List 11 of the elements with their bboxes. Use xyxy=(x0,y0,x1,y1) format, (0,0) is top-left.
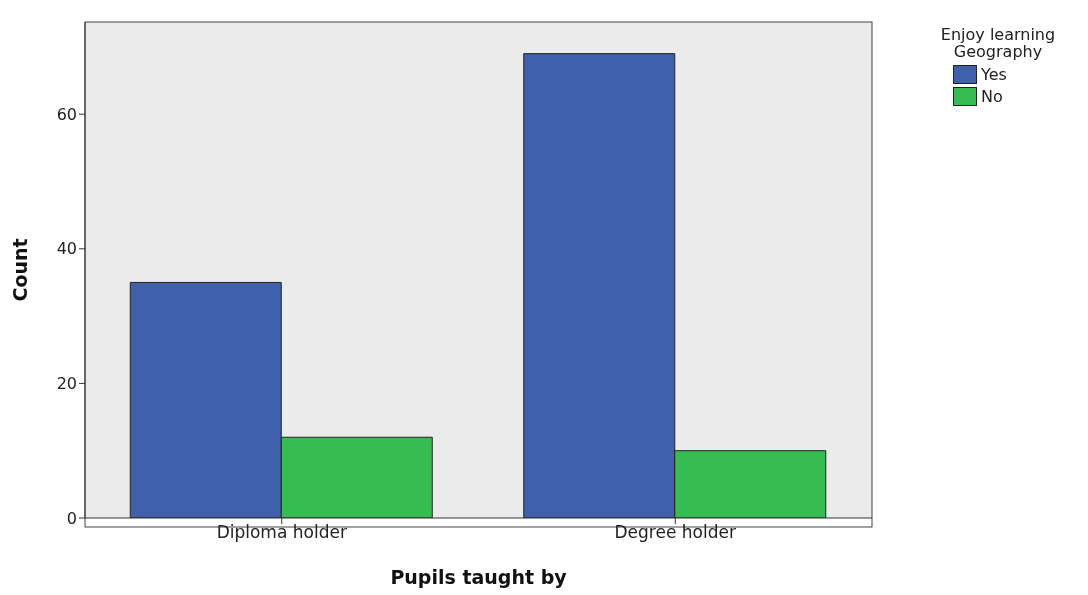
y-tick-label: 20 xyxy=(56,374,77,394)
y-axis-title: Count xyxy=(8,238,31,302)
x-tick-label: Degree holder xyxy=(614,522,736,543)
y-tick-label: 60 xyxy=(56,104,77,124)
y-tick-label: 0 xyxy=(66,508,77,528)
legend-label: No xyxy=(981,86,1003,106)
x-tick-label: Diploma holder xyxy=(216,522,347,543)
legend-label: Yes xyxy=(981,64,1007,84)
y-tick-label: 40 xyxy=(56,239,77,259)
x-axis-title: Pupils taught by xyxy=(390,566,568,588)
legend-title: Enjoy learning Geography xyxy=(939,25,1057,61)
